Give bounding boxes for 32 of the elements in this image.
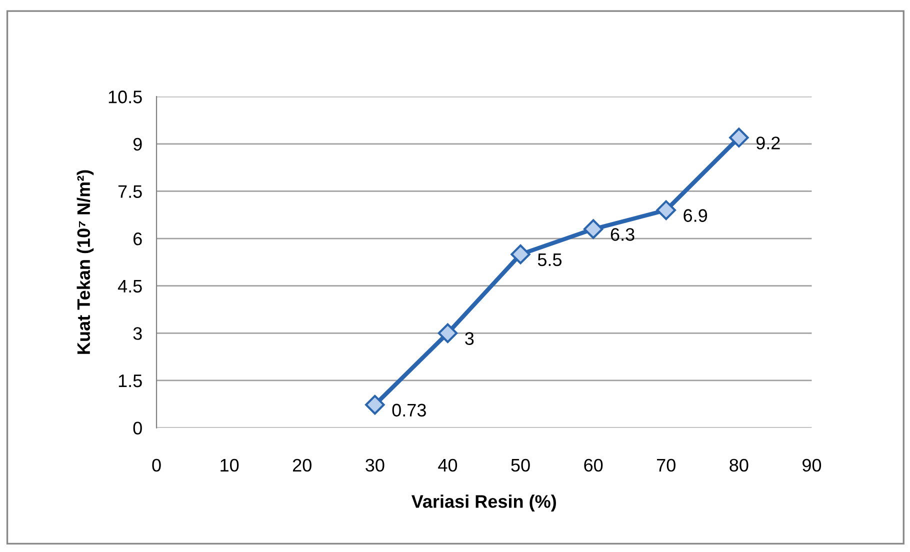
x-tick-label: 80	[730, 458, 748, 472]
data-label: 6.3	[610, 228, 634, 241]
point	[438, 323, 458, 344]
data-label: 5.5	[538, 254, 562, 266]
y-tick-label: 10.5	[108, 90, 142, 104]
x-tick-label: 30	[366, 458, 384, 472]
y-tick-label: 9	[133, 138, 142, 151]
y-tick-label: 4.5	[118, 280, 142, 293]
x-tick-label: 10	[220, 458, 239, 472]
y-tick-label: 3	[133, 327, 142, 340]
y-axis-title: Kuat Tekan (10⁷ N/m²)	[76, 170, 94, 354]
point	[729, 128, 749, 148]
x-tick-label: 20	[292, 458, 312, 472]
x-tick-label: 70	[657, 458, 676, 472]
x-tick-label: 40	[438, 458, 458, 472]
y-tick-label: 7.5	[118, 185, 142, 198]
y-tick-label: 6	[134, 232, 142, 246]
x-tick-label: 90	[802, 458, 822, 472]
y-tick-label: 1.5	[118, 374, 142, 388]
data-label: 9.2	[756, 136, 780, 150]
x-tick-label: 50	[511, 458, 530, 472]
point	[583, 219, 604, 239]
x-axis-title: Variasi Resin (%)	[411, 494, 556, 512]
point	[656, 200, 676, 220]
x-tick-label: 0	[152, 458, 161, 472]
x-tick-label: 60	[584, 458, 603, 472]
data-label: 0.73	[392, 404, 426, 417]
point	[365, 394, 385, 415]
point	[510, 244, 530, 264]
data-label: 6.9	[684, 209, 708, 222]
data-label: 3	[465, 332, 474, 345]
y-tick-label: 0	[133, 422, 142, 435]
